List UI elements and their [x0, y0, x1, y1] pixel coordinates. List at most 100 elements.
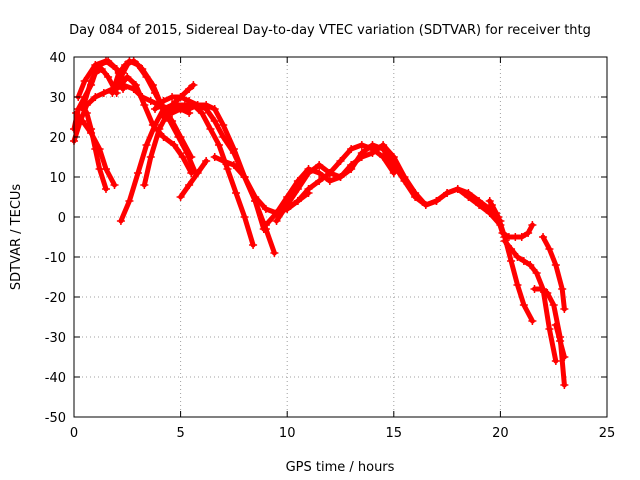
data-point	[453, 185, 462, 193]
data-point	[240, 213, 249, 221]
data-point	[176, 105, 185, 113]
data-point	[193, 169, 202, 177]
data-point	[551, 261, 560, 269]
data-point	[432, 197, 441, 205]
data-point	[549, 301, 558, 309]
data-point	[187, 153, 196, 161]
data-point	[270, 249, 279, 257]
series-arc-14	[176, 157, 211, 201]
data-point	[560, 353, 569, 361]
y-tick-label: -30	[45, 331, 66, 346]
data-point	[545, 325, 554, 333]
data-point	[240, 173, 249, 181]
data-point	[168, 93, 177, 101]
data-point	[513, 253, 522, 261]
data-point	[168, 101, 177, 109]
data-point	[159, 133, 168, 141]
data-point	[108, 89, 117, 97]
data-point	[112, 85, 121, 93]
series-arc-18	[272, 141, 505, 225]
series-arc-10	[116, 101, 194, 225]
data-point	[178, 153, 187, 161]
data-point	[223, 165, 232, 173]
data-point	[498, 229, 507, 237]
data-point	[95, 165, 104, 173]
data-point	[91, 93, 100, 101]
series-line	[274, 142, 503, 224]
data-point	[142, 73, 151, 81]
data-point	[159, 97, 168, 105]
data-point	[176, 93, 185, 101]
data-point	[551, 357, 560, 365]
data-point	[443, 189, 452, 197]
data-point	[206, 125, 215, 133]
y-tick-label: 0	[58, 211, 66, 226]
data-point	[421, 201, 430, 209]
series-line	[178, 158, 209, 200]
series-line	[487, 198, 535, 240]
data-point	[99, 89, 108, 97]
data-point	[325, 169, 334, 177]
data-point	[185, 97, 194, 105]
data-point	[315, 161, 324, 169]
data-point	[357, 149, 366, 157]
data-point	[325, 177, 334, 185]
x-tick-label: 10	[279, 426, 296, 441]
data-point	[151, 89, 160, 97]
data-point	[210, 117, 219, 125]
data-point	[95, 61, 104, 69]
data-point	[125, 57, 134, 65]
data-point	[532, 269, 541, 277]
x-tick-label: 20	[492, 426, 509, 441]
data-point	[293, 197, 302, 205]
y-tick-label: -20	[45, 291, 66, 306]
data-point	[168, 117, 177, 125]
chart-title: Day 084 of 2015, Sidereal Day-to-day VTE…	[69, 23, 591, 38]
data-point	[185, 105, 194, 113]
data-point	[104, 57, 113, 65]
data-point	[261, 205, 270, 213]
data-point	[519, 257, 528, 265]
data-point	[229, 145, 238, 153]
y-tick-label: 20	[49, 131, 66, 146]
series-arc-21	[485, 197, 537, 241]
data-point	[146, 97, 155, 105]
y-tick-label: -40	[45, 371, 66, 386]
data-point	[116, 81, 125, 89]
data-point	[315, 177, 324, 185]
data-point	[202, 101, 211, 109]
data-point	[526, 261, 535, 269]
data-point	[193, 101, 202, 109]
data-point	[176, 193, 185, 201]
data-point	[72, 109, 81, 117]
data-point	[104, 73, 113, 81]
plot-frame	[73, 56, 608, 418]
data-point	[507, 245, 516, 253]
data-point	[202, 157, 211, 165]
data-point	[146, 153, 155, 161]
series-arc-19	[283, 141, 398, 213]
data-point	[232, 189, 241, 197]
x-tick-label: 5	[176, 426, 184, 441]
data-point	[357, 141, 366, 149]
data-point	[272, 217, 281, 225]
data-point	[560, 381, 569, 389]
data-point	[304, 185, 313, 193]
data-point	[347, 145, 356, 153]
data-point	[119, 69, 128, 77]
data-point	[197, 109, 206, 117]
x-tick-label: 0	[70, 426, 78, 441]
data-point	[219, 121, 228, 129]
data-point	[507, 257, 516, 265]
data-point	[133, 169, 142, 177]
data-point	[492, 209, 501, 217]
data-point	[524, 229, 533, 237]
tick-layer: 0 5 10 15 20 25 -50 -40 -30 -20 -10 0 10 20 30 40	[45, 51, 616, 441]
data-point	[336, 173, 345, 181]
data-point	[87, 77, 96, 85]
data-point	[304, 169, 313, 177]
data-point	[91, 145, 100, 153]
data-point	[210, 153, 219, 161]
data-point	[140, 181, 149, 189]
data-point	[131, 81, 140, 89]
